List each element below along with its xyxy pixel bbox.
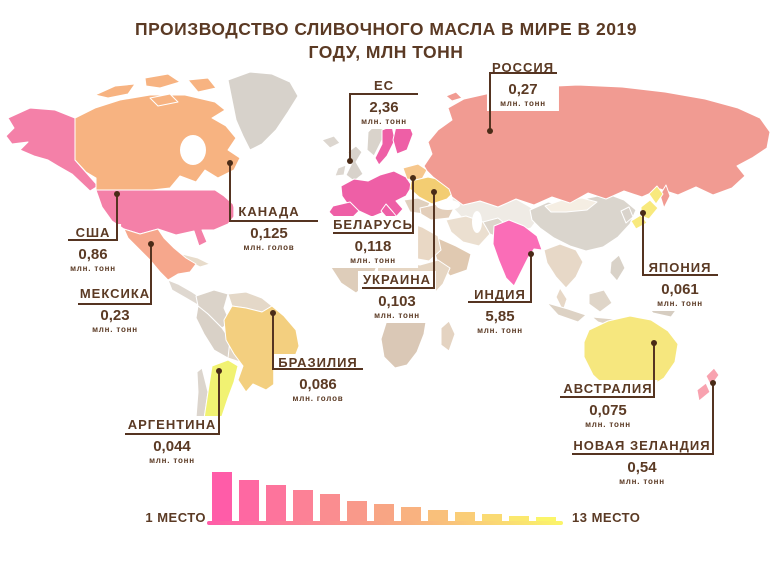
callout-australia: АВСТРАЛИЯ 0,075 млн. тонн	[558, 380, 658, 432]
country-shape-madagascar	[440, 320, 456, 352]
callout-russia: РОССИЯ 0,27 млн. тонн	[486, 59, 560, 111]
rank-bar-9	[428, 510, 448, 521]
country-unit: млн. тонн	[500, 99, 546, 108]
rank-bar-2	[239, 480, 259, 521]
country-name: БЕЛАРУСЬ	[333, 217, 413, 232]
rank-bar-3	[266, 485, 286, 521]
country-value: 0,086	[299, 376, 337, 393]
country-unit: млн. тонн	[619, 477, 665, 486]
callout-new-zealand: НОВАЯ ЗЕЛАНДИЯ 0,54 млн. тонн	[568, 437, 716, 489]
country-name: РОССИЯ	[491, 60, 555, 75]
country-value: 0,061	[661, 281, 699, 298]
country-value: 0,075	[589, 402, 627, 419]
country-value: 0,27	[508, 81, 538, 98]
country-unit: млн. тонн	[92, 325, 138, 334]
callout-argentina: АРГЕНТИНА 0,044 млн. тонн	[122, 416, 222, 468]
country-name: ЯПОНИЯ	[648, 260, 712, 275]
rank-baseline	[207, 521, 563, 525]
country-value: 0,23	[100, 307, 130, 324]
rank-bar-4	[293, 490, 313, 521]
country-shape-borneo	[588, 289, 613, 313]
black-sea	[436, 200, 460, 210]
callout-eu: ЕС 2,36 млн. тонн	[356, 77, 412, 129]
country-shape-canada-islands	[94, 73, 217, 107]
country-shape-canada	[74, 94, 241, 191]
country-value: 0,86	[78, 246, 108, 263]
country-name: ЕС	[373, 78, 395, 93]
country-shape-russia-arctic-isle	[445, 91, 463, 102]
country-value: 0,118	[354, 238, 392, 255]
country-shape-korea	[620, 206, 634, 224]
country-shape-ireland	[334, 164, 347, 177]
country-unit: млн. голов	[292, 394, 344, 403]
country-name: АВСТРАЛИЯ	[563, 381, 653, 396]
rank-bar-13	[536, 517, 556, 521]
country-value: 0,125	[250, 225, 288, 242]
country-shape-greenland	[227, 71, 299, 151]
country-name: ИНДИЯ	[474, 287, 526, 302]
country-shape-russia-sakhalin	[659, 184, 671, 209]
rank-bar-1	[212, 472, 232, 521]
country-value: 0,103	[378, 293, 416, 310]
country-shape-russia	[423, 84, 771, 208]
legend-rank-last: 13 МЕСТО	[572, 510, 641, 525]
country-unit: млн. тонн	[657, 299, 703, 308]
country-shape-iceland	[321, 135, 341, 149]
rank-bar-12	[509, 516, 529, 521]
country-shape-philippines	[609, 254, 626, 282]
callout-brazil: БРАЗИЛИЯ 0,086 млн. голов	[273, 354, 363, 406]
country-unit: млн. тонн	[149, 456, 195, 465]
country-name: США	[75, 225, 111, 240]
country-value: 0,044	[153, 438, 191, 455]
callout-usa: США 0,86 млн. тонн	[65, 224, 121, 276]
rank-bars	[212, 470, 562, 521]
callout-ukraine: УКРАИНА 0,103 млн. тонн	[357, 271, 437, 323]
country-shape-belarus	[402, 163, 428, 182]
rank-bar-10	[455, 512, 475, 521]
country-shape-new-zealand	[696, 367, 720, 402]
country-shape-uk	[345, 145, 364, 182]
callout-india: ИНДИЯ 5,85 млн. тонн	[469, 286, 531, 338]
rank-bar-8	[401, 507, 421, 521]
legend-rank-first: 1 МЕСТО	[145, 510, 206, 525]
country-name: НОВАЯ ЗЕЛАНДИЯ	[573, 438, 711, 453]
callout-japan: ЯПОНИЯ 0,061 млн. тонн	[643, 259, 717, 311]
page-title-line1: ПРОИЗВОДСТВО СЛИВОЧНОГО МАСЛА В МИРЕ В 2…	[135, 19, 637, 39]
rank-bar-7	[374, 504, 394, 521]
country-unit: млн. тонн	[350, 256, 396, 265]
rank-bar-11	[482, 514, 502, 521]
country-value: 0,54	[627, 459, 657, 476]
country-shape-sumatra	[546, 302, 587, 323]
country-unit: млн. голов	[243, 243, 295, 252]
caspian-sea	[472, 211, 482, 233]
callout-belarus: БЕЛАРУСЬ 0,118 млн. тонн	[328, 216, 418, 268]
country-shape-se-asia	[543, 243, 584, 289]
callout-canada: КАНАДА 0,125 млн. голов	[233, 203, 305, 255]
callout-mexico: МЕКСИКА 0,23 млн. тонн	[74, 285, 156, 337]
page-title-line2: ГОДУ, МЛН ТОНН	[308, 42, 464, 63]
rank-bar-6	[347, 501, 367, 521]
hudson-bay	[180, 135, 206, 165]
country-unit: млн. тонн	[70, 264, 116, 273]
country-unit: млн. тонн	[585, 420, 631, 429]
country-value: 2,36	[369, 99, 399, 116]
rank-bar-5	[320, 494, 340, 521]
page-title: ПРОИЗВОДСТВО СЛИВОЧНОГО МАСЛА В МИРЕ В 2…	[0, 18, 772, 64]
country-name: МЕКСИКА	[79, 286, 151, 301]
country-shape-india	[492, 219, 543, 287]
country-name: АРГЕНТИНА	[127, 417, 217, 432]
country-name: БРАЗИЛИЯ	[278, 355, 358, 370]
country-name: КАНАДА	[238, 204, 300, 219]
country-value: 5,85	[485, 308, 515, 325]
country-unit: млн. тонн	[374, 311, 420, 320]
country-name: УКРАИНА	[362, 272, 432, 287]
country-unit: млн. тонн	[361, 117, 407, 126]
country-unit: млн. тонн	[477, 326, 523, 335]
